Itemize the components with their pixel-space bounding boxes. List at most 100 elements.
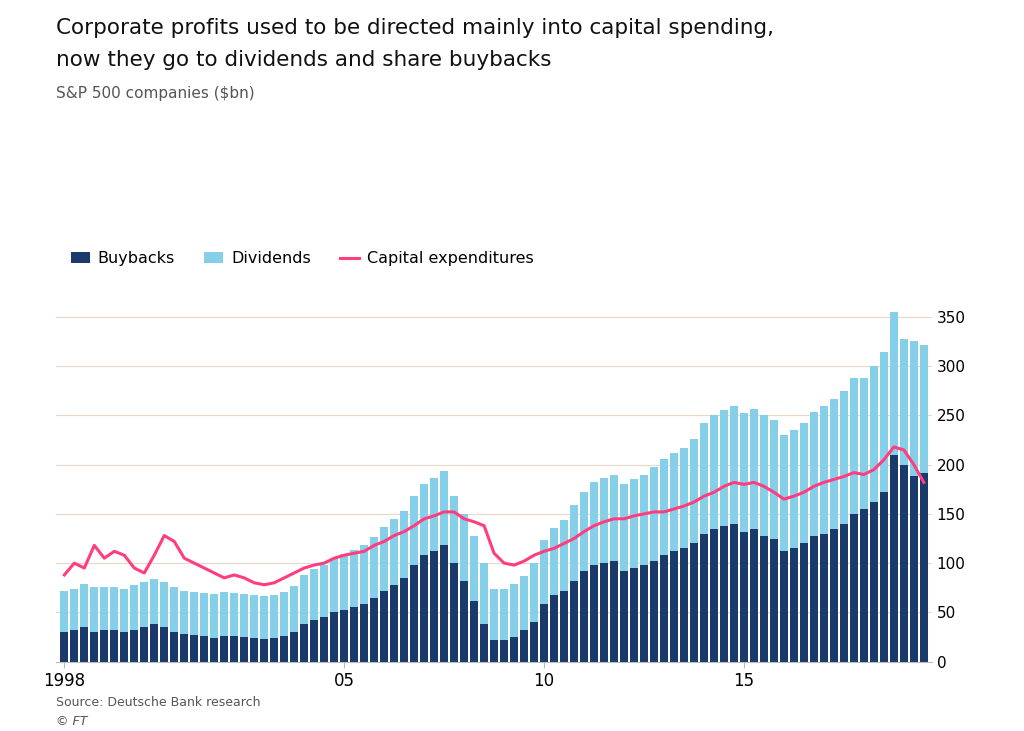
Bar xyxy=(440,471,449,545)
Bar xyxy=(800,543,808,662)
Bar xyxy=(770,420,778,539)
Bar xyxy=(740,414,749,531)
Bar xyxy=(230,636,239,662)
Bar xyxy=(710,415,718,529)
Bar xyxy=(640,474,648,565)
Bar xyxy=(890,312,898,455)
Bar xyxy=(650,561,658,662)
Bar xyxy=(550,528,558,594)
Bar xyxy=(500,588,508,640)
Bar xyxy=(540,540,548,605)
Bar xyxy=(670,453,678,551)
Bar xyxy=(880,492,888,662)
Bar xyxy=(860,509,868,662)
Bar xyxy=(790,548,798,662)
Bar xyxy=(750,529,758,662)
Bar xyxy=(780,551,788,662)
Bar xyxy=(470,601,478,662)
Bar xyxy=(300,575,308,624)
Bar xyxy=(550,594,558,662)
Bar xyxy=(500,640,508,662)
Text: © FT: © FT xyxy=(56,715,88,728)
Bar xyxy=(90,587,98,632)
Bar xyxy=(260,639,268,662)
Bar xyxy=(400,511,409,578)
Bar xyxy=(489,588,499,640)
Bar xyxy=(600,479,608,563)
Bar xyxy=(80,627,88,662)
Bar xyxy=(151,624,159,662)
Bar xyxy=(460,514,468,581)
Bar xyxy=(909,341,918,477)
Bar xyxy=(250,594,258,638)
Bar xyxy=(111,630,119,662)
Bar xyxy=(920,344,928,472)
Bar xyxy=(860,378,868,509)
Bar xyxy=(290,632,298,662)
Bar xyxy=(340,554,348,610)
Bar xyxy=(140,627,148,662)
Bar xyxy=(330,558,338,613)
Bar xyxy=(829,398,838,529)
Bar xyxy=(530,622,539,662)
Bar xyxy=(450,496,458,563)
Legend: Buybacks, Dividends, Capital expenditures: Buybacks, Dividends, Capital expenditure… xyxy=(65,245,540,273)
Bar xyxy=(400,578,409,662)
Bar xyxy=(840,391,848,523)
Bar xyxy=(200,636,208,662)
Bar xyxy=(869,502,878,662)
Bar xyxy=(690,543,698,662)
Bar xyxy=(190,591,199,635)
Bar xyxy=(600,563,608,662)
Bar xyxy=(730,523,738,662)
Bar xyxy=(520,576,528,630)
Bar xyxy=(420,485,428,556)
Bar xyxy=(610,474,618,561)
Bar xyxy=(620,485,628,571)
Bar xyxy=(520,630,528,662)
Bar xyxy=(100,587,109,630)
Bar xyxy=(659,556,668,662)
Bar xyxy=(390,519,398,585)
Bar xyxy=(220,591,228,636)
Bar xyxy=(170,587,178,632)
Bar xyxy=(850,378,858,514)
Bar xyxy=(470,536,478,601)
Bar xyxy=(920,472,928,662)
Bar xyxy=(820,406,828,534)
Bar xyxy=(630,568,638,662)
Bar xyxy=(680,548,688,662)
Bar xyxy=(71,630,79,662)
Bar xyxy=(440,545,449,662)
Bar xyxy=(560,591,568,662)
Bar xyxy=(699,423,708,534)
Bar xyxy=(160,627,168,662)
Text: Corporate profits used to be directed mainly into capital spending,: Corporate profits used to be directed ma… xyxy=(56,18,774,38)
Bar xyxy=(130,630,138,662)
Bar xyxy=(650,466,658,561)
Bar xyxy=(360,605,369,662)
Bar xyxy=(810,412,818,536)
Bar xyxy=(570,581,579,662)
Bar xyxy=(340,610,348,662)
Bar xyxy=(480,563,488,624)
Bar xyxy=(350,607,358,662)
Bar xyxy=(390,585,398,662)
Bar xyxy=(130,585,138,630)
Bar xyxy=(60,632,69,662)
Bar xyxy=(71,588,79,630)
Bar xyxy=(190,635,199,662)
Bar xyxy=(760,536,768,662)
Bar xyxy=(180,634,188,662)
Bar xyxy=(410,496,418,565)
Bar xyxy=(900,338,908,465)
Bar xyxy=(620,571,628,662)
Bar xyxy=(460,581,468,662)
Bar xyxy=(810,536,818,662)
Bar xyxy=(210,638,218,662)
Bar xyxy=(760,415,768,536)
Bar xyxy=(200,593,208,636)
Bar xyxy=(780,435,788,551)
Bar xyxy=(380,527,388,591)
Bar xyxy=(880,352,888,492)
